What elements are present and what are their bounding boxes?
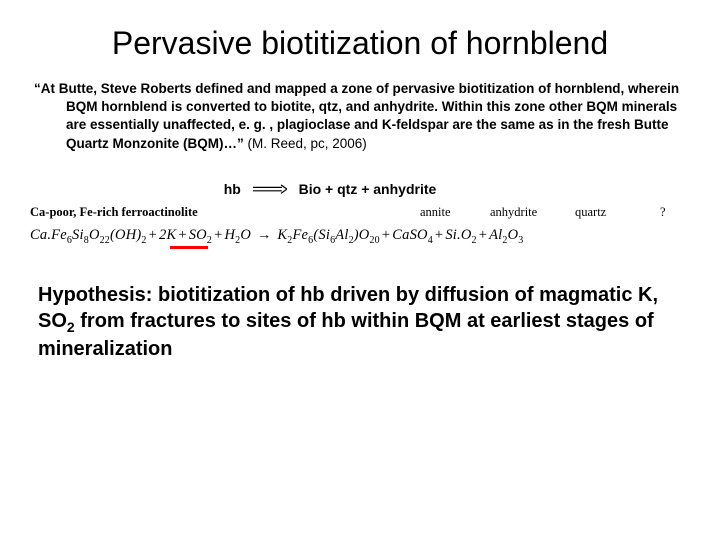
reactant-label: Ca-poor, Fe-rich ferroactinolite [30,205,198,220]
red-underline [170,246,208,249]
arrow-icon [253,184,287,194]
simple-reaction: hb Bio + qtz + anhydrite [0,181,690,197]
hypothesis-text: Hypothesis: biotitization of hb driven b… [30,282,690,362]
reaction-rhs: Bio + qtz + anhydrite [299,181,437,197]
slide-title: Pervasive biotitization of hornblend [30,25,690,62]
chemical-equation: Ca.Fe6Si8O22(OH)2+2K+SO2+H2O → K2Fe6(Si6… [30,227,690,246]
quote-block: “At Butte, Steve Roberts defined and map… [30,80,690,153]
product-labels-row: Ca-poor, Fe-rich ferroactinolite annite … [30,205,690,223]
equation-block: Ca.Fe6Si8O22(OH)2+2K+SO2+H2O → K2Fe6(Si6… [30,227,690,246]
reaction-lhs: hb [224,181,241,197]
product-label-annite: annite [420,205,451,220]
product-label-anhydrite: anhydrite [490,205,537,220]
product-label-unknown: ? [660,205,666,220]
product-label-quartz: quartz [575,205,606,220]
quote-attribution: (M. Reed, pc, 2006) [247,136,366,151]
